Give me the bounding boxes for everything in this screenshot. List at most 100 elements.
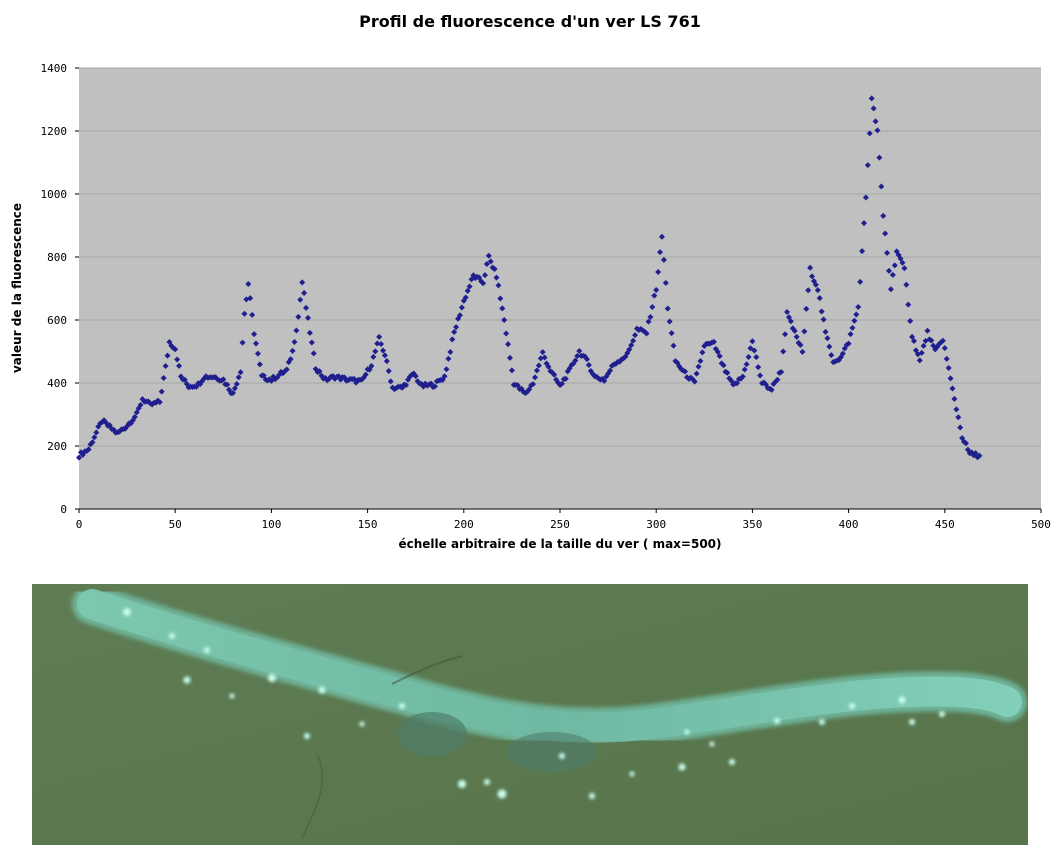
data-point [283, 366, 290, 373]
data-point [853, 311, 860, 318]
data-point [445, 355, 452, 362]
data-point [506, 354, 513, 361]
data-point [691, 378, 698, 385]
data-point [306, 329, 313, 336]
data-point [85, 446, 92, 453]
x-tick-label: 100 [261, 518, 281, 531]
data-point [655, 269, 662, 276]
data-point [899, 259, 906, 266]
data-point [181, 376, 188, 383]
data-point [882, 230, 889, 237]
data-point [480, 280, 487, 287]
data-point [545, 363, 552, 370]
data-point [864, 162, 871, 169]
data-point [859, 248, 866, 255]
data-point [664, 305, 671, 312]
data-point [376, 333, 383, 340]
data-point [957, 424, 964, 431]
data-point [483, 261, 490, 268]
data-point [297, 296, 304, 303]
data-point [431, 383, 438, 390]
data-point [710, 338, 717, 345]
data-point [235, 374, 242, 381]
data-point [670, 342, 677, 349]
data-point [628, 342, 635, 349]
data-point [645, 318, 652, 325]
data-point [362, 371, 369, 378]
data-point [799, 348, 806, 355]
y-axis-label: valeur de la fluorescence [10, 203, 24, 373]
data-point [911, 337, 918, 344]
data-point [487, 258, 494, 265]
data-point [745, 354, 752, 361]
data-point [876, 154, 883, 161]
data-point [714, 348, 721, 355]
data-point [682, 368, 689, 375]
data-point [824, 335, 831, 342]
data-point [851, 317, 858, 324]
data-point [485, 252, 492, 259]
data-point [247, 295, 254, 302]
data-point [868, 95, 875, 102]
data-point [374, 340, 381, 347]
grid-lines [79, 67, 1041, 447]
data-point [658, 233, 665, 240]
data-point [160, 374, 167, 381]
data-point [551, 371, 558, 378]
y-tick-label: 1200 [41, 125, 68, 138]
data-point [162, 362, 169, 369]
data-point [237, 369, 244, 376]
y-tick-label: 600 [47, 314, 67, 327]
data-point [716, 353, 723, 360]
data-point [887, 286, 894, 293]
data-point [826, 343, 833, 350]
data-point [378, 341, 385, 348]
data-point [497, 295, 504, 302]
data-point [89, 439, 96, 446]
data-point [632, 332, 639, 339]
data-point [576, 347, 583, 354]
data-point [797, 341, 804, 348]
data-point [724, 369, 731, 376]
data-point [558, 380, 565, 387]
data-point [955, 414, 962, 421]
y-tick-label: 1000 [41, 188, 68, 201]
data-point [847, 331, 854, 338]
x-axis: 0 50 100 150 200 250 300 350 400 450 500 [76, 508, 1051, 531]
data-point [131, 414, 138, 421]
data-point [458, 304, 465, 311]
data-point [928, 337, 935, 344]
x-tick-label: 200 [454, 518, 474, 531]
data-point [241, 310, 248, 317]
data-point [562, 375, 569, 382]
data-point [791, 327, 798, 334]
data-point [412, 373, 419, 380]
data-point [176, 362, 183, 369]
data-point [916, 357, 923, 364]
data-point [370, 353, 377, 360]
data-point [291, 338, 298, 345]
data-point [530, 381, 537, 388]
data-point [293, 327, 300, 334]
data-point [695, 363, 702, 370]
data-point [533, 367, 540, 374]
data-point [822, 328, 829, 335]
data-point [699, 349, 706, 356]
data-point [585, 361, 592, 368]
data-point [897, 255, 904, 262]
data-point [462, 294, 469, 301]
data-point [747, 345, 754, 352]
data-point [880, 212, 887, 219]
data-point [299, 279, 306, 286]
data-point [541, 354, 548, 361]
data-point [886, 267, 893, 274]
data-point [874, 127, 881, 134]
data-point [158, 388, 165, 395]
data-point [441, 373, 448, 380]
data-point [866, 130, 873, 137]
data-point [508, 367, 515, 374]
data-point [651, 292, 658, 299]
x-tick-label: 500 [1031, 518, 1051, 531]
data-point [947, 375, 954, 382]
data-point [381, 352, 388, 359]
